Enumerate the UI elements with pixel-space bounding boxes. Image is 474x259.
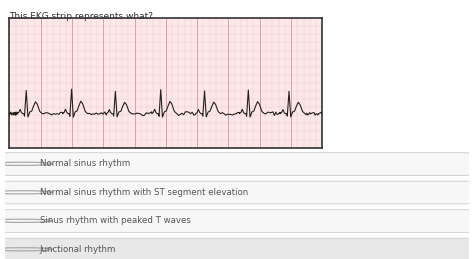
Text: Normal sinus rhythm with ST segment elevation: Normal sinus rhythm with ST segment elev…: [39, 188, 248, 197]
Text: Junctional rhythm: Junctional rhythm: [39, 245, 116, 254]
FancyBboxPatch shape: [1, 153, 473, 175]
Text: Normal sinus rhythm: Normal sinus rhythm: [39, 159, 130, 168]
FancyBboxPatch shape: [1, 210, 473, 232]
Text: This EKG strip represents what?: This EKG strip represents what?: [9, 12, 154, 21]
Text: Sinus rhythm with peaked T waves: Sinus rhythm with peaked T waves: [39, 216, 191, 225]
FancyBboxPatch shape: [1, 238, 473, 259]
FancyBboxPatch shape: [1, 181, 473, 204]
